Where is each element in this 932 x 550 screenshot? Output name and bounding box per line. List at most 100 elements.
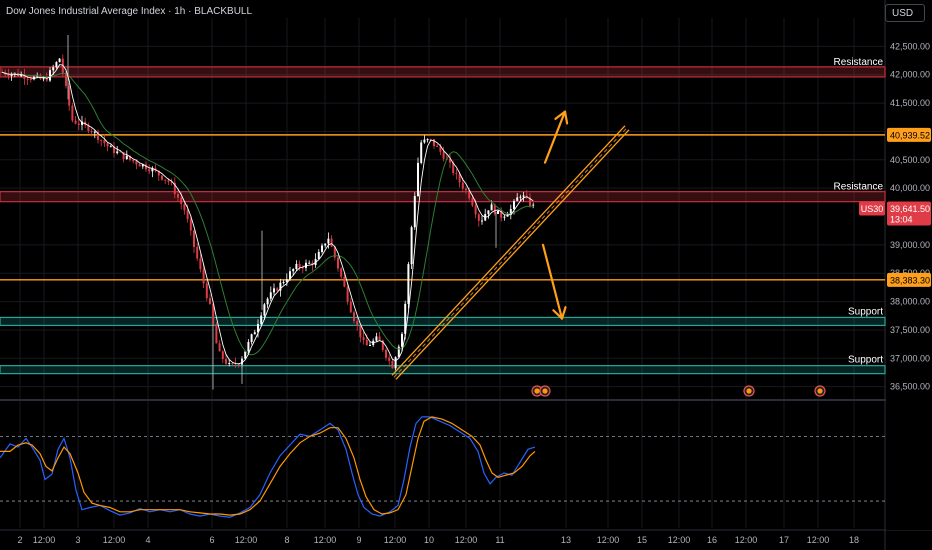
candle-body <box>202 269 205 284</box>
candle-body <box>317 251 320 259</box>
candle-body <box>199 258 202 270</box>
candle-body <box>209 298 211 304</box>
candle-body <box>180 197 183 204</box>
candle-body <box>164 179 167 181</box>
candle-body <box>167 180 170 182</box>
candle-body <box>266 298 269 305</box>
event-marker-dot <box>534 388 540 394</box>
candle-body <box>458 174 461 183</box>
symbol-tag-text: US30 <box>861 204 884 214</box>
candle-body <box>189 219 192 231</box>
time-tick-label: 18 <box>849 535 859 545</box>
candle-body <box>7 74 10 76</box>
candle-body <box>477 214 480 221</box>
time-tick-label: 2 <box>17 535 22 545</box>
candle-body <box>231 363 234 365</box>
candle-body <box>381 340 384 350</box>
candle-body <box>529 197 531 206</box>
price-tick-label: 37,000.00 <box>890 353 930 363</box>
candle-body <box>225 359 227 364</box>
candle-body <box>442 151 445 159</box>
candle-body <box>250 334 253 343</box>
candle-body <box>157 170 160 176</box>
candle-body <box>279 282 282 291</box>
time-tick-label: 3 <box>75 535 80 545</box>
candle-body <box>433 139 435 146</box>
candle-body <box>237 364 240 366</box>
level-label: Resistance <box>834 182 884 193</box>
candle-body <box>311 262 314 266</box>
orange-price-tag <box>887 272 931 287</box>
current-price-text: 39,641.50 <box>890 204 930 214</box>
candle-body <box>365 339 368 346</box>
candle-body <box>420 142 423 163</box>
candle-body <box>461 182 464 189</box>
event-marker-dot <box>542 388 548 394</box>
candle-body <box>532 204 535 206</box>
candle-body <box>42 78 45 80</box>
candle-body <box>244 351 247 359</box>
arrow-head-up <box>554 110 569 125</box>
candle-body <box>292 269 295 272</box>
candle-body <box>340 268 343 277</box>
time-tick-label: 12:00 <box>103 535 126 545</box>
trend-channel-mid <box>393 127 628 378</box>
price-axis: 42,500.0042,000.0041,500.0041,000.0040,5… <box>859 0 932 530</box>
candle-body <box>212 303 215 325</box>
candle-body <box>122 152 125 160</box>
candle-body <box>253 332 256 335</box>
drawings <box>391 110 826 397</box>
candle-body <box>401 333 403 347</box>
currency-button[interactable]: USD <box>885 4 925 22</box>
trend-channel-upper <box>391 125 626 376</box>
candle-body <box>215 324 218 344</box>
candle-body <box>353 312 355 321</box>
candle-body <box>509 209 512 215</box>
candle-body <box>417 162 419 197</box>
candle-body <box>247 342 250 352</box>
candle-body <box>263 304 266 316</box>
candle-body <box>173 182 176 195</box>
arrow-shaft-down <box>541 243 564 320</box>
candle-body <box>321 245 323 252</box>
price-axis-background <box>886 0 932 530</box>
candle-body <box>23 74 26 79</box>
candle-body <box>500 210 503 218</box>
candle-body <box>519 196 522 198</box>
candle-body <box>186 210 189 220</box>
candle-body <box>77 123 80 125</box>
candle-body <box>449 158 451 163</box>
candle-body <box>404 303 407 334</box>
candle-body <box>349 301 352 313</box>
candle-body <box>71 105 74 121</box>
time-tick-label: 10 <box>424 535 434 545</box>
price-tick-label: 40,500.00 <box>890 155 930 165</box>
candle-body <box>81 121 83 125</box>
orange-price-tag <box>887 127 931 142</box>
candle-body <box>343 276 346 287</box>
price-tick-label: 40,000.00 <box>890 183 930 193</box>
candle-body <box>410 227 413 265</box>
candle-body <box>58 58 61 63</box>
candle-body <box>452 162 455 174</box>
candle-body <box>257 323 259 333</box>
candle-body <box>282 282 285 284</box>
price-tick-label: 39,000.00 <box>890 240 930 250</box>
candle-body <box>138 164 141 167</box>
time-axis: 2 12:00 3 12:00 4 6 12:00 8 12:00 9 12:00 10 12:00 11… <box>17 535 859 545</box>
candle-body <box>29 79 32 81</box>
candle-body <box>359 325 362 338</box>
candle-body <box>356 320 359 326</box>
time-tick-label: 12:00 <box>735 535 758 545</box>
candle-body <box>276 288 279 291</box>
sma-fast-line <box>1 64 534 365</box>
candle-body <box>10 74 13 76</box>
level-label: Support <box>848 306 883 317</box>
candle-body <box>333 246 336 258</box>
resistance-zone <box>0 191 886 203</box>
time-tick-label: 12:00 <box>807 535 830 545</box>
time-tick-label: 12:00 <box>314 535 337 545</box>
candle-body <box>337 257 339 269</box>
candle-body <box>97 131 99 140</box>
